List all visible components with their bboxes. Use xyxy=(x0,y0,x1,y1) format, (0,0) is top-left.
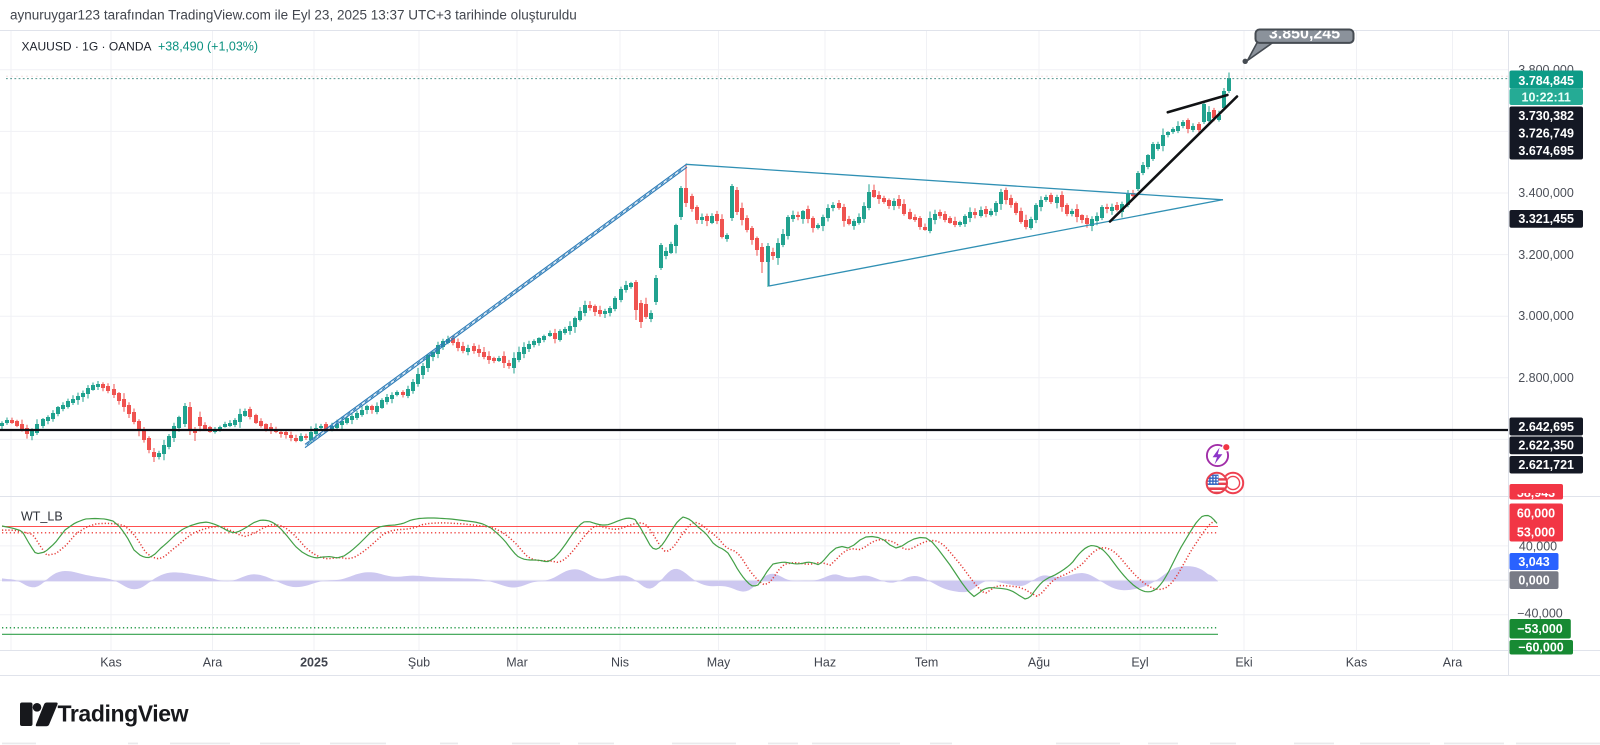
svg-text:3.200,000: 3.200,000 xyxy=(1518,248,1574,262)
svg-text:Tem: Tem xyxy=(915,656,939,670)
svg-text:aynuruygar123 tarafından Tradi: aynuruygar123 tarafından TradingView.com… xyxy=(10,8,577,23)
svg-text:Ağu: Ağu xyxy=(1028,656,1050,670)
svg-text:XAUUSD · 1G · OANDA: XAUUSD · 1G · OANDA xyxy=(22,40,152,54)
svg-text:2.622,350: 2.622,350 xyxy=(1518,439,1574,453)
svg-text:Ara: Ara xyxy=(203,656,223,670)
svg-text:3.674,695: 3.674,695 xyxy=(1518,144,1574,158)
svg-text:WT_LB: WT_LB xyxy=(21,510,63,524)
svg-text:−40,000: −40,000 xyxy=(1517,607,1563,621)
svg-text:TradingView: TradingView xyxy=(58,701,189,727)
svg-text:−60,000: −60,000 xyxy=(1518,640,1564,654)
svg-text:Şub: Şub xyxy=(408,656,430,670)
svg-text:3.321,455: 3.321,455 xyxy=(1518,212,1574,226)
svg-text:Ara: Ara xyxy=(1443,656,1463,670)
svg-text:0,000: 0,000 xyxy=(1518,574,1549,588)
svg-text:53,000: 53,000 xyxy=(1517,525,1555,539)
svg-text:2.642,695: 2.642,695 xyxy=(1518,420,1574,434)
svg-text:58,943: 58,943 xyxy=(1517,486,1555,500)
svg-text:10:22:11: 10:22:11 xyxy=(1522,90,1571,104)
svg-text:Eki: Eki xyxy=(1235,656,1252,670)
svg-text:May: May xyxy=(707,656,731,670)
svg-text:Nis: Nis xyxy=(611,656,629,670)
svg-text:2.621,721: 2.621,721 xyxy=(1518,458,1574,472)
svg-text:−53,000: −53,000 xyxy=(1517,622,1563,636)
svg-text:2025: 2025 xyxy=(300,656,328,670)
svg-text:3.784,845: 3.784,845 xyxy=(1518,74,1574,88)
svg-text:3.730,382: 3.730,382 xyxy=(1518,109,1574,123)
svg-text:Mar: Mar xyxy=(506,656,528,670)
svg-text:Eyl: Eyl xyxy=(1131,656,1148,670)
svg-text:40,000: 40,000 xyxy=(1519,539,1557,553)
svg-text:Kas: Kas xyxy=(1346,656,1368,670)
svg-text:Haz: Haz xyxy=(814,656,836,670)
svg-text:Kas: Kas xyxy=(100,656,122,670)
svg-text:3.850,245: 3.850,245 xyxy=(1269,25,1340,42)
svg-text:3.400,000: 3.400,000 xyxy=(1518,186,1574,200)
svg-text:3.000,000: 3.000,000 xyxy=(1518,309,1574,323)
svg-text:2.800,000: 2.800,000 xyxy=(1518,371,1574,385)
svg-text:+38,490 (+1,03%): +38,490 (+1,03%) xyxy=(158,40,258,54)
svg-text:60,000: 60,000 xyxy=(1517,507,1555,521)
svg-text:3,043: 3,043 xyxy=(1518,555,1549,569)
svg-text:3.726,749: 3.726,749 xyxy=(1518,126,1574,140)
